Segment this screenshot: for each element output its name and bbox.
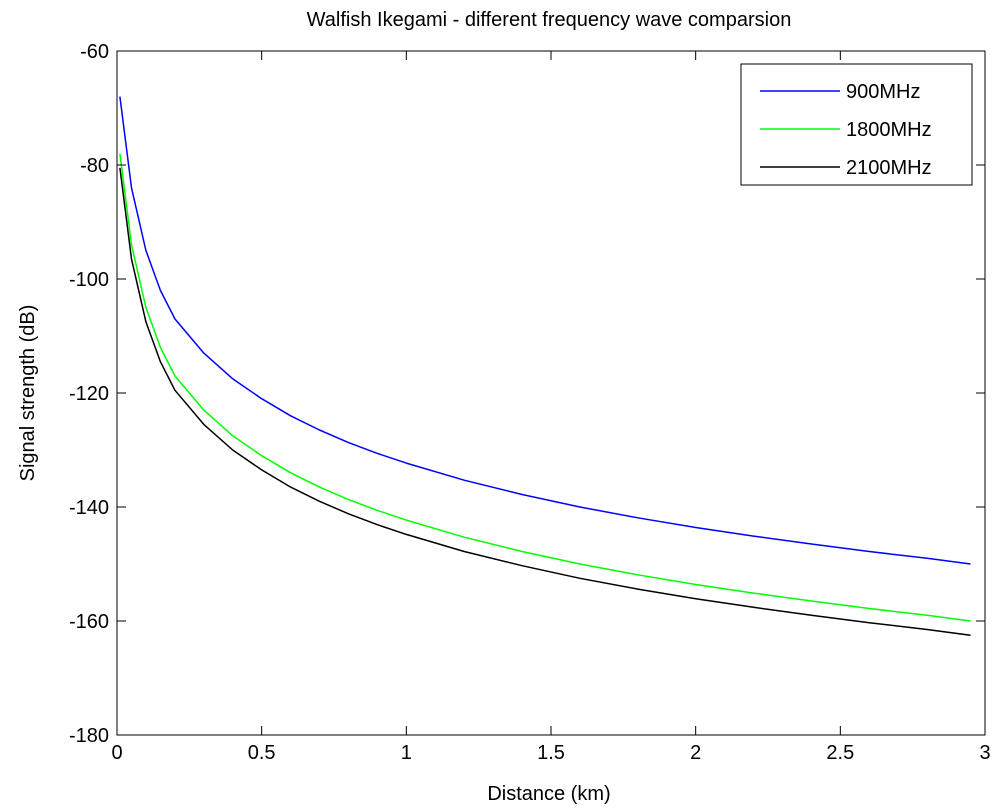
x-tick-label: 0 (111, 742, 122, 764)
legend-label: 900MHz (846, 81, 920, 103)
legend-box (740, 63, 973, 186)
y-tick-label: -60 (80, 41, 109, 63)
tick-layer: 0 0.5 1 1.5 2 2.5 3 -60 -80 -100 -120 -140 -160 -180 (69, 41, 991, 764)
x-tick-label: 2 (690, 742, 701, 764)
x-tick-label: 3 (979, 742, 990, 764)
series-line-2100mhz (119, 167, 971, 637)
y-tick-label: -80 (80, 155, 109, 177)
x-tick-label: 0.5 (248, 742, 276, 764)
series-line-1800mhz (119, 153, 971, 622)
y-tick-label: -140 (69, 497, 109, 519)
chart-title: Walfish Ikegami - different frequency wa… (307, 9, 792, 31)
x-tick-label: 1.5 (537, 742, 565, 764)
legend-label: 1800MHz (846, 119, 932, 141)
x-tick-label: 1 (401, 742, 412, 764)
y-tick-label: -160 (69, 611, 109, 633)
legend: 900MHz 1800MHz 2100MHz (740, 63, 973, 186)
y-axis-label: Signal strength (dB) (17, 305, 39, 482)
y-tick-label: -180 (69, 725, 109, 747)
x-axis-label: Distance (km) (487, 783, 610, 805)
legend-label: 2100MHz (846, 157, 932, 179)
series-layer (119, 96, 971, 637)
y-tick-label: -120 (69, 383, 109, 405)
y-tick-label: -100 (69, 269, 109, 291)
x-tick-label: 2.5 (826, 742, 854, 764)
series-line-900mhz (119, 96, 971, 565)
